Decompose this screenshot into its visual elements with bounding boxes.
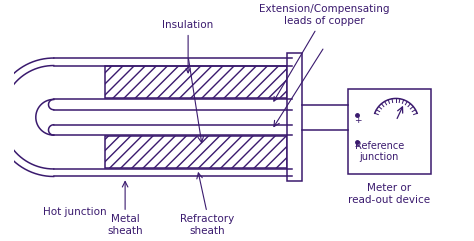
Bar [105, 136, 287, 168]
Bar [348, 89, 431, 174]
Text: Refractory
sheath: Refractory sheath [180, 214, 234, 236]
Text: Reference
junction: Reference junction [355, 141, 404, 162]
Text: Metal
sheath: Metal sheath [107, 214, 143, 236]
Bar [287, 53, 302, 181]
Text: Meter or
read-out device: Meter or read-out device [348, 183, 430, 205]
Text: Insulation: Insulation [163, 20, 214, 73]
Text: +: + [354, 116, 361, 125]
Text: –: – [355, 141, 360, 151]
Bar [105, 67, 287, 99]
Text: Extension/Compensating
leads of copper: Extension/Compensating leads of copper [259, 4, 390, 101]
Text: Hot junction: Hot junction [44, 207, 107, 217]
